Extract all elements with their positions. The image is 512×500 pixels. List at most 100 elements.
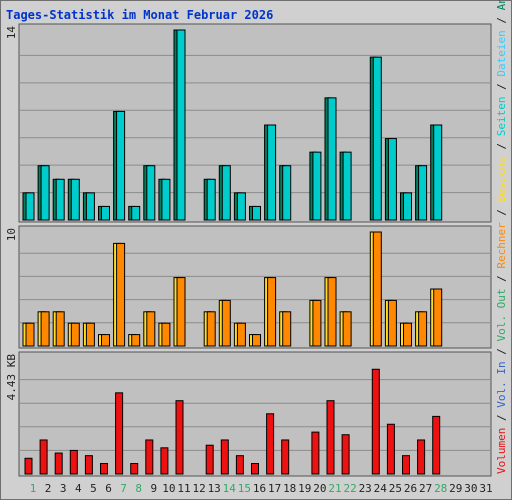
panel-bottom (18, 351, 492, 477)
legend-separator: / (495, 77, 508, 97)
legend-separator: / (495, 10, 508, 30)
y-max-label-bottom: 4.43 KB (5, 354, 18, 401)
x-tick-label: 5 (90, 482, 97, 495)
bar-volumen (69, 449, 78, 475)
bar-seiten (116, 110, 126, 221)
legend-entry: Besuche (495, 156, 508, 202)
panel-middle (18, 225, 492, 349)
y-max-label-middle: 10 (5, 228, 18, 241)
legend-entry: Anfragen (495, 0, 508, 10)
bar-volumen (311, 431, 320, 475)
bar-rechner (327, 277, 337, 347)
x-tick-label: 29 (449, 482, 462, 495)
x-tick-label: 16 (253, 482, 266, 495)
bar-volumen (251, 463, 259, 475)
bar-rechner (282, 311, 292, 347)
x-tick-label: 13 (208, 482, 221, 495)
bar-volumen (235, 455, 244, 475)
bar-seiten (206, 178, 216, 221)
x-tick-label: 18 (283, 482, 296, 495)
bar-rechner (176, 277, 186, 347)
bar-volumen (220, 439, 229, 475)
bar-seiten (85, 192, 95, 221)
bar-rechner (236, 322, 246, 347)
bar-seiten (176, 29, 186, 221)
bar-rechner (131, 334, 141, 347)
x-tick-label: 14 (223, 482, 237, 495)
bar-volumen (266, 413, 275, 475)
bar-rechner (312, 299, 322, 347)
bar-seiten (342, 151, 352, 221)
legend-separator: / (495, 202, 508, 222)
bar-volumen (130, 463, 139, 475)
x-tick-label: 2 (45, 482, 52, 495)
x-tick-label: 22 (343, 482, 356, 495)
x-tick-label: 11 (177, 482, 190, 495)
bar-seiten (221, 165, 231, 221)
bar-volumen (402, 455, 410, 475)
x-tick-label: 19 (298, 482, 311, 495)
bar-volumen (145, 439, 154, 475)
bar-seiten (55, 178, 65, 221)
bar-seiten (25, 192, 35, 221)
bar-volumen (432, 415, 441, 475)
legend: Volumen / Vol. In / Vol. Out / Rechner /… (495, 0, 508, 474)
x-tick-label: 9 (150, 482, 157, 495)
bar-volumen (281, 439, 290, 475)
x-tick-label: 23 (359, 482, 372, 495)
x-tick-label: 17 (268, 482, 281, 495)
bar-volumen (54, 452, 63, 475)
legend-entry: Volumen (495, 428, 508, 474)
x-tick-label: 30 (464, 482, 477, 495)
legend-entry: Rechner (495, 222, 508, 269)
x-tick-label: 20 (313, 482, 326, 495)
legend-entry: Seiten (495, 96, 508, 136)
x-tick-label: 31 (479, 482, 492, 495)
bar-volumen (39, 439, 48, 475)
bar-seiten (312, 151, 322, 221)
bar-rechner (372, 231, 382, 347)
bar-volumen (100, 463, 108, 475)
x-tick-label: 1 (30, 482, 37, 495)
x-tick-label: 8 (135, 482, 142, 495)
legend-separator: / (495, 269, 508, 289)
bar-rechner (25, 322, 35, 347)
x-tick-label: 3 (60, 482, 67, 495)
bar-rechner (40, 311, 50, 347)
bar-seiten (387, 138, 397, 221)
bar-volumen (24, 457, 33, 475)
legend-entry: Dateien (495, 30, 508, 76)
x-tick-label: 25 (389, 482, 402, 495)
bar-volumen (341, 434, 350, 475)
bar-volumen (371, 368, 380, 475)
bar-rechner (55, 311, 65, 347)
bar-volumen (205, 444, 214, 475)
bar-rechner (116, 242, 126, 347)
bar-rechner (387, 299, 397, 347)
bar-seiten (403, 192, 412, 221)
bar-seiten (433, 124, 443, 221)
legend-separator: / (495, 136, 508, 156)
x-tick-label: 27 (419, 482, 432, 495)
bar-seiten (161, 178, 171, 221)
y-max-label-top: 14 (5, 26, 18, 40)
bar-rechner (101, 334, 110, 347)
x-tick-label: 7 (120, 482, 127, 495)
bar-seiten (372, 56, 382, 221)
bar-volumen (417, 439, 426, 475)
bar-volumen (175, 400, 184, 475)
legend-entry: Vol. Out (495, 289, 508, 342)
panel-top (18, 23, 492, 223)
x-tick-label: 6 (105, 482, 112, 495)
x-tick-label: 21 (328, 482, 341, 495)
bar-volumen (84, 455, 93, 475)
bar-seiten (252, 205, 261, 221)
legend-separator: / (495, 408, 508, 428)
bar-volumen (115, 392, 124, 475)
legend-entry: Vol. In (495, 361, 508, 407)
bar-rechner (252, 334, 261, 347)
bar-rechner (161, 322, 171, 347)
bar-seiten (418, 165, 428, 221)
bar-volumen (326, 400, 335, 475)
